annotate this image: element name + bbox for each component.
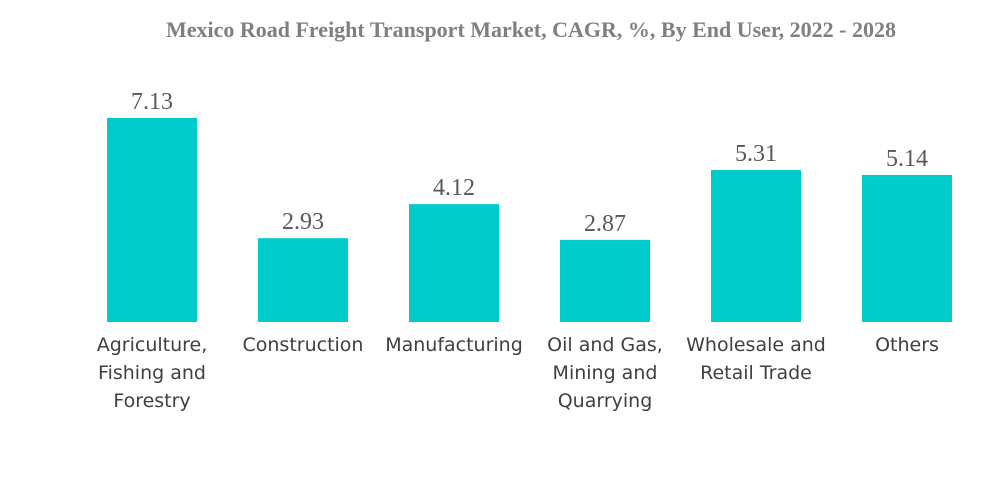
value-label-1: 2.93 [282, 209, 324, 235]
bar-0 [107, 118, 197, 322]
bar-1 [258, 238, 348, 322]
value-label-5: 5.14 [886, 146, 928, 172]
category-labels-group: Agriculture, Fishing and Forestry Construct… [97, 334, 939, 412]
bars-group [107, 118, 952, 322]
chart-title: Mexico Road Freight Transport Market, CA… [166, 17, 896, 42]
category-label-2: Manufacturing [385, 334, 523, 356]
value-labels-group: 7.13 2.93 4.12 2.87 5.31 5.14 [131, 89, 928, 237]
bar-4 [711, 170, 801, 322]
category-label-5: Others [875, 334, 939, 356]
category-label-4: Wholesale and Retail Trade [686, 334, 826, 384]
category-label-1: Construction [243, 334, 364, 356]
bar-3 [560, 239, 650, 322]
value-label-4: 5.31 [735, 141, 777, 167]
bar-2 [409, 204, 499, 322]
bar-5 [862, 174, 952, 322]
category-label-0: Agriculture, Fishing and Forestry [97, 334, 208, 412]
value-label-2: 4.12 [433, 175, 475, 201]
value-label-3: 2.87 [584, 211, 626, 237]
category-label-3: Oil and Gas, Mining and Quarrying [547, 334, 663, 412]
value-label-0: 7.13 [131, 89, 173, 115]
